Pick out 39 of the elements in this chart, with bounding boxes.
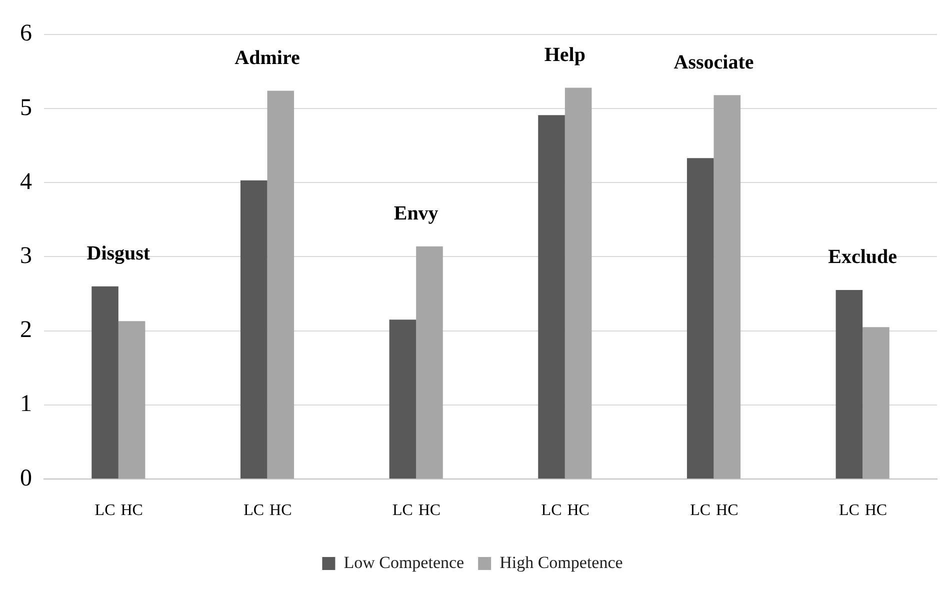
bar	[836, 290, 863, 478]
y-tick-label: 1	[20, 391, 32, 418]
text: HC	[120, 502, 143, 520]
text: HC	[567, 502, 590, 520]
y-tick-label: 0	[20, 465, 32, 492]
x-tick-label: Admire	[234, 46, 300, 69]
bar	[714, 95, 741, 478]
bar	[862, 327, 890, 478]
text: LC	[244, 502, 264, 520]
x-tick-label: Help	[544, 44, 586, 66]
text: LC	[838, 502, 860, 520]
text: LC	[541, 502, 562, 520]
x-tick-label: Disgust	[86, 242, 150, 265]
y-tick-label: 2	[20, 317, 32, 344]
bar	[538, 115, 565, 478]
bar	[564, 88, 592, 478]
bar	[416, 246, 443, 478]
text: HC	[418, 502, 441, 520]
text: LC	[690, 502, 711, 520]
bar	[267, 90, 294, 478]
text: LC	[392, 502, 413, 520]
text: LC	[94, 502, 116, 520]
y-tick-label: 6	[20, 20, 32, 47]
y-tick-label: 3	[20, 242, 32, 269]
bar	[118, 321, 146, 478]
bar	[240, 180, 268, 478]
bar	[389, 320, 416, 478]
y-tick-label: 5	[20, 94, 32, 121]
bar	[686, 158, 714, 478]
text: HC	[270, 502, 292, 520]
x-tick-label: Envy	[394, 202, 438, 224]
y-tick-label: 4	[20, 168, 32, 195]
bar	[92, 286, 118, 478]
x-tick-label: Exclude	[828, 246, 898, 268]
text: HC	[716, 502, 738, 520]
legend-label: High Competence	[500, 552, 623, 572]
legend-label: Low Competence	[344, 552, 464, 572]
text: HC	[864, 502, 888, 520]
x-tick-label: Associate	[674, 51, 754, 74]
